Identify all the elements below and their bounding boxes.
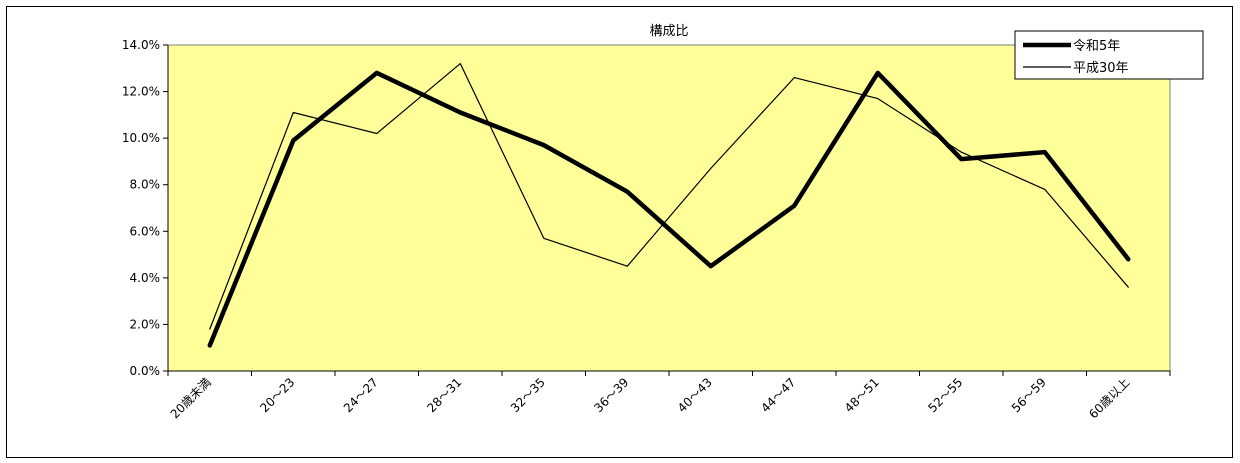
x-tick-label: 20～23 (257, 375, 297, 415)
x-tick-label: 20歳未満 (168, 375, 214, 421)
series-layer (207, 62, 1131, 348)
chart-frame: 構成比 0.0% 2.0% 4.0% 6.0% 8.0% 10.0% 12.0% 14.0% … (6, 6, 1233, 458)
x-tick-label: 24～27 (341, 375, 381, 415)
y-tick-label: 6.0% (130, 224, 161, 238)
series-line-1 (209, 62, 1129, 330)
legend-label-0: 令和5年 (1073, 39, 1120, 54)
legend-label-1: 平成30年 (1073, 61, 1129, 76)
y-tick-label: 14.0% (122, 38, 160, 52)
chart-title: 構成比 (649, 24, 688, 39)
y-tick-label: 12.0% (122, 85, 160, 99)
x-tick-label: 56～59 (1009, 375, 1049, 415)
x-tick-label: 40～43 (675, 375, 715, 415)
x-tick-label: 32～35 (508, 375, 548, 415)
x-tick-label: 48～51 (842, 375, 882, 415)
x-tick-label: 28～31 (424, 375, 464, 415)
x-axis: 20歳未満 20～23 24～27 28～31 32～35 36～39 40～43 44～47… (167, 370, 1171, 421)
x-tick-label: 52～55 (925, 375, 965, 415)
y-axis: 0.0% 2.0% 4.0% 6.0% 8.0% 10.0% 12.0% 14.0% (122, 38, 169, 378)
y-tick-label: 0.0% (130, 364, 161, 378)
x-tick-label: 60歳以上 (1086, 375, 1132, 421)
y-tick-label: 10.0% (122, 131, 160, 145)
x-tick-label: 44～47 (758, 375, 798, 415)
x-tick-label: 36～39 (591, 375, 631, 415)
y-tick-label: 4.0% (130, 271, 161, 285)
y-tick-label: 2.0% (130, 317, 161, 331)
line-chart: 構成比 0.0%2.0%4.0%6.0%8.0%10.0%12.0%14.0% … (122, 24, 1204, 421)
legend-box (1014, 30, 1204, 80)
plot-area (167, 44, 1171, 372)
y-tick-label: 8.0% (130, 178, 161, 192)
